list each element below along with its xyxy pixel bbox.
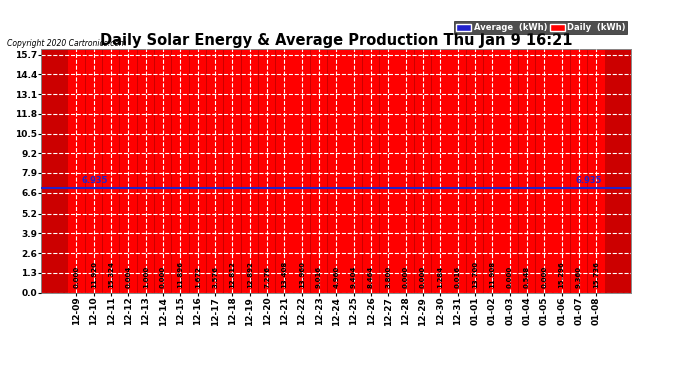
Bar <box>310 50 327 292</box>
Text: 12.892: 12.892 <box>247 261 253 288</box>
Bar <box>224 50 241 292</box>
Text: 1.000: 1.000 <box>143 266 149 288</box>
Bar <box>172 50 188 292</box>
Bar <box>484 50 500 292</box>
Bar <box>571 50 587 292</box>
Text: 6.935: 6.935 <box>81 176 108 185</box>
Bar <box>103 50 119 292</box>
Text: 4.960: 4.960 <box>333 266 339 288</box>
Bar <box>137 50 154 292</box>
Bar <box>449 50 466 292</box>
Text: 13.408: 13.408 <box>282 261 288 288</box>
Text: 9.360: 9.360 <box>576 266 582 288</box>
Text: 8.464: 8.464 <box>368 266 374 288</box>
Text: 9.404: 9.404 <box>351 266 357 288</box>
Text: 1.672: 1.672 <box>195 266 201 288</box>
Text: 15.324: 15.324 <box>108 261 114 288</box>
Text: 0.000: 0.000 <box>542 266 547 288</box>
Text: 13.960: 13.960 <box>299 261 305 288</box>
Bar <box>328 50 344 292</box>
Text: 7.276: 7.276 <box>264 266 270 288</box>
Bar <box>502 50 518 292</box>
Text: 0.000: 0.000 <box>403 266 408 288</box>
Text: 12.812: 12.812 <box>229 261 235 288</box>
Text: 1.284: 1.284 <box>437 266 444 288</box>
Bar <box>68 50 85 292</box>
Text: 6.935: 6.935 <box>575 176 602 185</box>
Bar <box>432 50 448 292</box>
Bar <box>293 50 310 292</box>
Text: 0.548: 0.548 <box>524 266 530 288</box>
Text: 0.000: 0.000 <box>420 266 426 288</box>
Bar <box>397 50 414 292</box>
Text: 11.908: 11.908 <box>489 261 495 288</box>
Text: 9.016: 9.016 <box>316 266 322 288</box>
Text: 0.000: 0.000 <box>160 266 166 288</box>
Bar <box>190 50 206 292</box>
Text: 13.700: 13.700 <box>472 261 478 288</box>
Bar <box>519 50 535 292</box>
Title: Daily Solar Energy & Average Production Thu Jan 9 16:21: Daily Solar Energy & Average Production … <box>100 33 573 48</box>
Text: 0.004: 0.004 <box>126 266 131 288</box>
Text: 0.016: 0.016 <box>455 266 461 288</box>
Text: 0.000: 0.000 <box>506 266 513 288</box>
Text: 3.576: 3.576 <box>212 266 218 288</box>
Bar <box>553 50 570 292</box>
Text: 3.800: 3.800 <box>385 266 391 288</box>
Text: 11.920: 11.920 <box>91 261 97 288</box>
Legend: Average  (kWh), Daily  (kWh): Average (kWh), Daily (kWh) <box>454 21 627 34</box>
Text: 15.736: 15.736 <box>593 261 600 288</box>
Bar <box>155 50 171 292</box>
Text: 0.000: 0.000 <box>73 266 79 288</box>
Bar <box>207 50 224 292</box>
Bar <box>346 50 362 292</box>
Bar <box>363 50 380 292</box>
Bar <box>120 50 137 292</box>
Bar <box>588 50 604 292</box>
Bar <box>259 50 275 292</box>
Bar <box>380 50 397 292</box>
Bar <box>276 50 293 292</box>
Text: 15.296: 15.296 <box>559 261 564 288</box>
Bar <box>466 50 483 292</box>
Text: 11.896: 11.896 <box>177 261 184 288</box>
Text: Copyright 2020 Cartronics.com: Copyright 2020 Cartronics.com <box>7 39 126 48</box>
Bar <box>86 50 102 292</box>
Bar <box>415 50 431 292</box>
Bar <box>536 50 553 292</box>
Bar <box>241 50 258 292</box>
